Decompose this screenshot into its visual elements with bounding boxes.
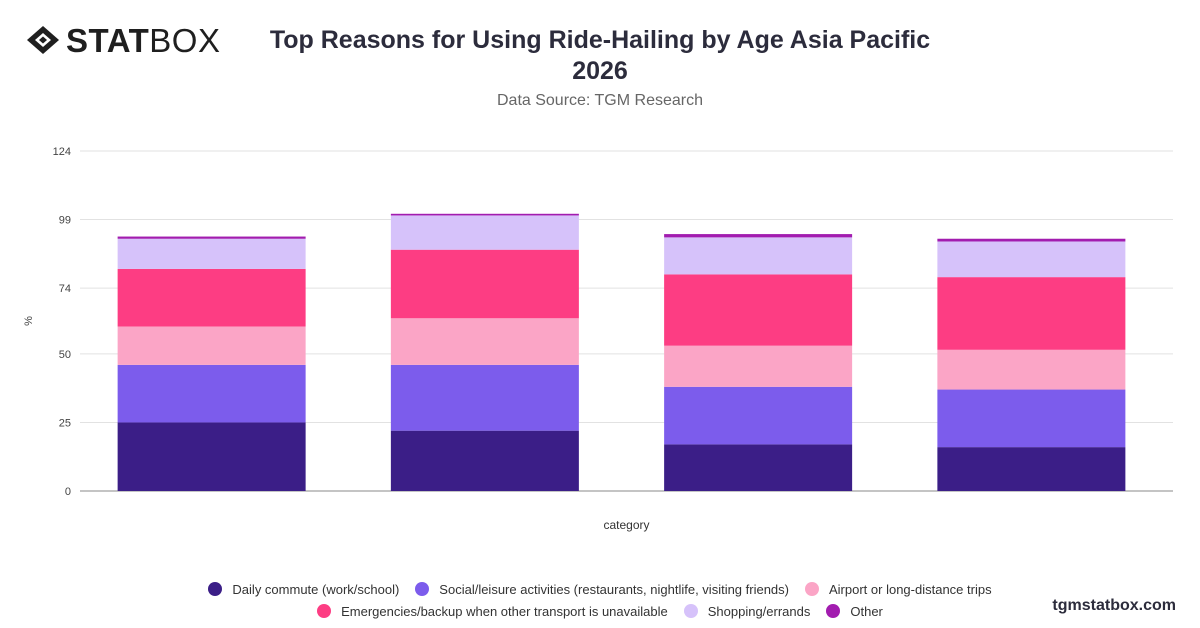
bar-segment-3-cat-2 [390,318,579,365]
legend-item-airport-trips[interactable]: Airport or long-distance trips [805,582,992,597]
chart-title: Top Reasons for Using Ride-Hailing by Ag… [250,25,950,87]
bar-segment-1-cat-2 [390,430,579,491]
bar-segment-1-cat-4 [937,447,1126,491]
bar-segment-1-cat-1 [117,422,306,491]
chart-legend: Daily commute (work/school) Social/leisu… [0,578,1200,622]
y-axis-label: % [23,316,35,326]
bar-segment-4-cat-2 [390,249,579,319]
legend-item-daily-commute[interactable]: Daily commute (work/school) [208,582,399,597]
legend-row-1: Daily commute (work/school) Social/leisu… [0,578,1200,600]
bar-segment-5-cat-2 [390,215,579,250]
legend-swatch [683,604,698,618]
statbox-logo: STATBOX [26,22,220,58]
bar-segment-5-cat-4 [937,241,1126,278]
legend-item-emergencies[interactable]: Emergencies/backup when other transport … [317,604,668,619]
legend-swatch [805,582,819,596]
bar-segment-2-cat-4 [937,389,1126,448]
legend-swatch [415,582,430,596]
bar-segment-6-cat-3 [664,234,853,238]
chart-subtitle: Data Source: TGM Research [496,92,703,109]
legend-label: Shopping/errands [707,603,811,619]
diamond-logo-icon [27,26,59,54]
logo-text-bold: STAT [66,21,150,59]
bar-segment-4-cat-1 [117,268,306,327]
bar-segment-5-cat-1 [117,238,306,269]
bar-segment-6-cat-1 [117,236,306,239]
y-tick-label: 0 [65,486,71,498]
legend-item-social-leisure[interactable]: Social/leisure activities (restaurants, … [415,582,789,597]
bar-segment-2-cat-1 [117,364,306,423]
bar-segment-1-cat-3 [664,444,853,491]
legend-label: Social/leisure activities (restaurants, … [439,581,789,597]
y-tick-label: 25 [59,417,71,429]
legend-item-shopping[interactable]: Shopping/errands [683,603,811,619]
legend-item-other[interactable]: Other [826,604,883,619]
bar-segment-6-cat-4 [937,238,1126,242]
logo-text-light: BOX [149,21,221,59]
legend-swatch [826,604,841,618]
y-tick-label: 99 [59,215,71,227]
legend-label: Emergencies/backup when other transport … [341,603,668,619]
legend-swatch [317,604,332,618]
x-axis-label: category [603,518,649,532]
y-tick-label: 124 [53,146,71,158]
bar-segment-2-cat-2 [390,364,579,431]
bar-segment-3-cat-4 [937,349,1126,390]
bar-segment-4-cat-4 [937,277,1126,350]
bar-segment-4-cat-3 [664,274,853,346]
chart-title-line1: Top Reasons for Using Ride-Hailing by Ag… [269,26,931,54]
legend-label: Airport or long-distance trips [829,581,992,597]
stacked-bar-chart: 0 25 50 74 99 124% category [23,146,1173,532]
bar-segment-2-cat-3 [664,386,853,445]
legend-swatch [208,582,223,596]
bar-segment-3-cat-1 [117,326,306,365]
bar-segment-5-cat-3 [664,237,853,275]
legend-label: Other [850,603,883,619]
bar-segment-3-cat-3 [664,345,853,387]
legend-label: Daily commute (work/school) [232,581,400,597]
chart-title-line2: 2026 [572,57,628,85]
watermark: tgmstatbox.com [1052,597,1176,614]
legend-row-2: Emergencies/backup when other transport … [0,600,1200,622]
bar-segment-6-cat-2 [390,213,579,216]
y-tick-label: 74 [59,283,71,295]
logo-text: STATBOX [66,24,220,57]
y-tick-label: 50 [59,349,71,361]
